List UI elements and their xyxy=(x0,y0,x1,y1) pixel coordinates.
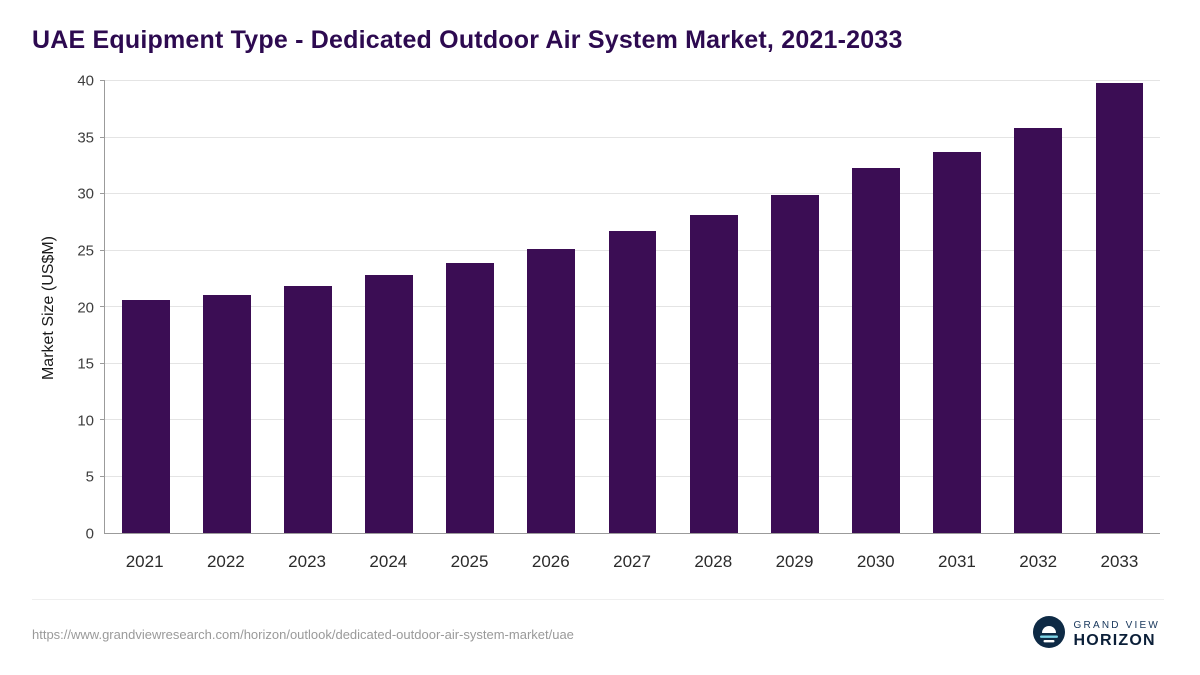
bar-2027 xyxy=(608,231,657,533)
bar-2031 xyxy=(933,152,982,533)
y-tick-label: 10 xyxy=(77,412,94,430)
gridline xyxy=(105,193,1160,194)
bar-2028 xyxy=(689,215,738,533)
y-tick-mark xyxy=(100,249,105,251)
y-tick-label: 40 xyxy=(77,72,94,90)
gridline xyxy=(105,136,1160,138)
x-tick-label: 2026 xyxy=(531,552,570,571)
y-tick-label: 20 xyxy=(77,299,94,316)
y-tick-label: 0 xyxy=(85,525,94,543)
y-tick-label: 15 xyxy=(77,355,94,373)
bar-slot xyxy=(673,81,754,533)
y-tick-mark xyxy=(100,475,105,477)
y-tick-mark xyxy=(100,306,105,307)
bar-slot xyxy=(105,81,186,533)
bar-slot xyxy=(592,81,673,533)
x-tick-labels: 2021 2022 2023 2024 2025 2026 2027 2028 2029 2030… xyxy=(104,534,1160,574)
y-tick-label: 25 xyxy=(77,242,94,260)
bar-2022 xyxy=(202,294,251,533)
bar-2030 xyxy=(852,168,900,533)
y-tick-mark xyxy=(100,193,105,194)
y-tick-label: 30 xyxy=(77,185,94,203)
bar-2033 xyxy=(1095,83,1144,533)
source-url: https://www.grandviewresearch.com/horizo… xyxy=(32,627,574,642)
bar-slot xyxy=(430,81,511,533)
y-axis-label-cell: Market Size (US$M) xyxy=(36,81,62,534)
bar-slot xyxy=(348,81,429,533)
x-tick-label: 2022 xyxy=(206,552,245,571)
x-tick-label: 2023 xyxy=(288,552,326,571)
bar-2024 xyxy=(365,275,413,533)
x-tick-label: 2030 xyxy=(856,552,895,571)
x-tick-label: 2027 xyxy=(613,552,651,571)
y-tick-mark xyxy=(100,362,105,364)
y-tick-label: 35 xyxy=(77,129,94,147)
footer: https://www.grandviewresearch.com/horizo… xyxy=(32,599,1164,675)
y-axis-label: Market Size (US$M) xyxy=(40,235,57,380)
logo-text-grand-view: GRAND VIEW xyxy=(1073,619,1160,631)
bar-slot xyxy=(917,81,998,533)
logo-text-horizon: HORIZON xyxy=(1073,631,1156,649)
y-tick-label: 5 xyxy=(85,468,94,486)
chart-title: UAE Equipment Type - Dedicated Outdoor A… xyxy=(32,26,903,54)
x-tick-label: 2025 xyxy=(450,552,489,571)
y-tick-mark xyxy=(100,136,105,138)
y-tick-labels: 0 5 10 15 20 25 30 35 40 xyxy=(62,73,104,543)
x-tick-label: 2029 xyxy=(775,552,814,571)
bar-slot xyxy=(998,81,1079,533)
bar-slot xyxy=(754,81,835,533)
bar-slot xyxy=(511,81,592,533)
bar-slot xyxy=(267,81,348,533)
x-tick-label: 2033 xyxy=(1100,552,1139,571)
y-tick-mark xyxy=(100,419,105,420)
plot-area xyxy=(100,80,1160,534)
grand-view-horizon-logo: GRAND VIEW HORIZON xyxy=(1032,616,1164,653)
bar-2023 xyxy=(283,285,332,533)
bar-slot xyxy=(835,81,916,533)
bar-2026 xyxy=(527,249,576,533)
bar-slot xyxy=(186,81,267,533)
bar-chart: Market Size (US$M) 0 5 10 15 20 25 30 35 40 2021… xyxy=(36,73,1160,574)
x-tick-label: 2031 xyxy=(938,552,976,571)
horizon-sun-icon xyxy=(1032,616,1065,653)
x-tick-label: 2032 xyxy=(1019,552,1058,571)
bar-2021 xyxy=(121,300,170,533)
y-tick-mark xyxy=(100,80,105,81)
bar-2029 xyxy=(770,195,819,533)
bars xyxy=(105,81,1160,533)
bar-2032 xyxy=(1014,128,1063,533)
x-tick-label: 2024 xyxy=(369,552,408,571)
bar-2025 xyxy=(446,262,495,533)
x-tick-label: 2021 xyxy=(125,552,164,571)
x-tick-label: 2028 xyxy=(694,552,733,571)
gridline xyxy=(105,80,1160,81)
bar-slot xyxy=(1079,81,1160,533)
logo-text: GRAND VIEW HORIZON xyxy=(1074,620,1160,650)
